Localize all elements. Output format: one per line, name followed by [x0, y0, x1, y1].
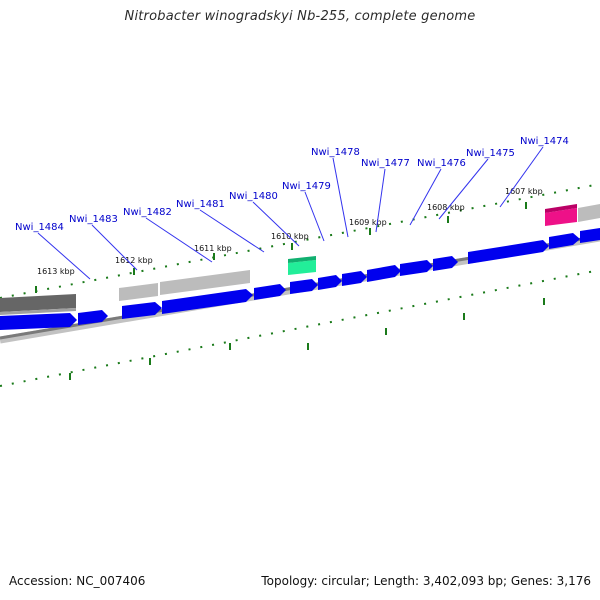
leader-line [145, 217, 213, 263]
gene-arrow [318, 275, 342, 290]
kbp-label: 1610 kbp [271, 232, 309, 241]
accession-text: Accession: NC_007406 [9, 574, 146, 588]
feature-bar-dark-edge [0, 308, 76, 315]
gene-track [0, 228, 600, 330]
kbp-label: 1608 kbp [427, 203, 465, 212]
leader-line [37, 232, 91, 280]
gene-label-nwi-1478: Nwi_1478 [311, 147, 360, 158]
gene-arrow [254, 284, 286, 300]
gene-arrow [468, 240, 549, 264]
gene-arrow [549, 233, 580, 249]
gene-arrow [162, 289, 253, 314]
gene-arrow [342, 271, 367, 286]
gene-label-nwi-1482: Nwi_1482 [123, 207, 172, 218]
gene-label-nwi-1484: Nwi_1484 [15, 222, 64, 233]
leader-line [438, 158, 489, 220]
feature-bar-gray [578, 204, 600, 222]
gene-arrow [78, 310, 108, 325]
feature-bar-gray [119, 283, 158, 301]
gene-arrow [367, 265, 401, 282]
leader-line [199, 209, 265, 253]
kbp-label: 1609 kbp [349, 218, 387, 227]
leader-line [304, 191, 325, 242]
gene-arrow [0, 313, 77, 330]
gene-label-nwi-1474: Nwi_1474 [520, 136, 569, 147]
outer-scale [0, 183, 600, 299]
feature-bar-gray [160, 270, 250, 295]
chart-title: Nitrobacter winogradskyi Nb-255, complet… [124, 9, 476, 24]
gene-label-nwi-1480: Nwi_1480 [229, 191, 278, 202]
highlight-pink-top [545, 204, 577, 213]
leader-line [332, 157, 349, 238]
feature-bar-dark [0, 294, 76, 312]
genome-stats: Topology: circular; Length: 3,402,093 bp… [261, 574, 591, 588]
highlight-green-top [288, 256, 316, 263]
leader-line [409, 168, 442, 226]
gene-label-nwi-1481: Nwi_1481 [176, 199, 225, 210]
feature-track [0, 204, 600, 315]
gene-arrow [580, 228, 600, 243]
kbp-labels: 1613 kbp 1612 kbp 1611 kbp 1610 kbp 1609… [37, 187, 543, 276]
gene-labels: Nwi_1484 Nwi_1483 Nwi_1482 Nwi_1481 Nwi_… [15, 136, 569, 280]
gene-label-nwi-1479: Nwi_1479 [282, 181, 331, 192]
kbp-label: 1607 kbp [505, 187, 543, 196]
highlight-green-bar [288, 260, 316, 275]
gene-label-nwi-1483: Nwi_1483 [69, 214, 118, 225]
inner-scale [0, 269, 600, 387]
kbp-label: 1612 kbp [115, 256, 153, 265]
leader-line [375, 168, 386, 233]
leader-line [252, 201, 300, 247]
highlight-pink-bar [545, 208, 577, 226]
gene-label-nwi-1477: Nwi_1477 [361, 158, 410, 169]
kbp-label: 1611 kbp [194, 244, 232, 253]
gene-label-nwi-1475: Nwi_1475 [466, 148, 515, 159]
gene-arrow [122, 302, 162, 319]
gene-label-nwi-1476: Nwi_1476 [417, 158, 466, 169]
leader-line [91, 224, 138, 271]
gene-arrow [400, 260, 433, 276]
leader-line [499, 146, 544, 208]
gene-arrow [433, 256, 458, 271]
kbp-label: 1613 kbp [37, 267, 75, 276]
gene-arrow [290, 279, 318, 294]
